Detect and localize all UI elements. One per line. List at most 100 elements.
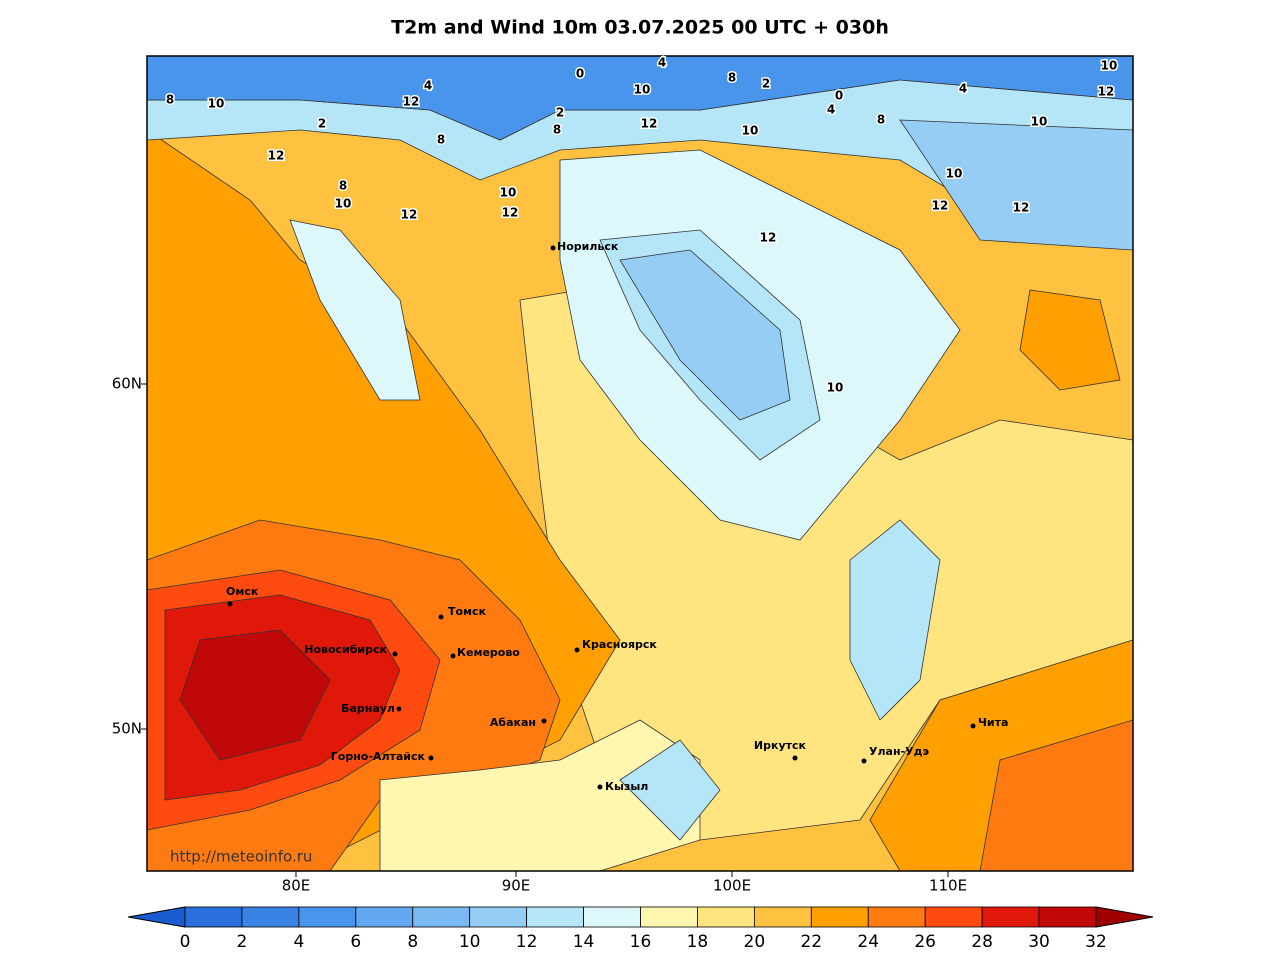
contour-label: 2 <box>762 77 770 91</box>
colorbar-label: 8 <box>407 932 418 952</box>
city-label: Омск <box>226 585 259 598</box>
city-label: Томск <box>448 605 487 618</box>
colorbar-label: 0 <box>180 932 191 952</box>
city-dot <box>792 755 798 761</box>
contour-label: 12 <box>641 117 658 131</box>
city-label: Норильск <box>557 240 619 253</box>
city-dot <box>396 706 402 712</box>
contour-label: 10 <box>1031 115 1048 129</box>
city-dot <box>597 784 603 790</box>
city-label: Кызыл <box>605 780 648 793</box>
contour-label: 10 <box>500 186 517 200</box>
city-label: Иркутск <box>754 739 807 752</box>
colorbar-label: 26 <box>914 932 936 952</box>
lon-label: 100E <box>713 877 751 895</box>
contour-label: 12 <box>1013 201 1030 215</box>
contour-label: 10 <box>827 381 844 395</box>
contour-label: 10 <box>946 167 963 181</box>
contour-label: 4 <box>424 79 432 93</box>
city-dot <box>970 723 976 729</box>
colorbar-box <box>469 906 528 928</box>
map-frame <box>146 55 1134 872</box>
colorbar-box <box>241 906 300 928</box>
contour-label: 4 <box>959 82 967 96</box>
city-label: Горно-Алтайск <box>331 750 426 763</box>
colorbar-label: 4 <box>293 932 304 952</box>
colorbar-box <box>697 906 755 928</box>
contour-label: 4 <box>827 103 835 117</box>
contour-label: 10 <box>335 197 352 211</box>
lat-label: 50N <box>112 720 142 738</box>
colorbar-label: 28 <box>971 932 993 952</box>
city-label: Улан-Удэ <box>869 745 929 758</box>
contour-label: 12 <box>760 231 777 245</box>
city-dot <box>861 758 867 764</box>
colorbar-label: 2 <box>237 932 248 952</box>
city-dot <box>227 601 233 607</box>
contour-label: 8 <box>339 179 347 193</box>
colorbar-label: 30 <box>1028 932 1050 952</box>
lon-label: 90E <box>502 877 531 895</box>
colorbar-box <box>867 906 926 928</box>
lon-label: 110E <box>929 877 967 895</box>
colorbar-box <box>184 906 243 928</box>
contour-label: 2 <box>556 106 564 120</box>
contour-label: 0 <box>576 67 584 81</box>
colorbar-box <box>753 906 812 928</box>
colorbar-box <box>1038 906 1097 928</box>
city-label: Новосибирск <box>304 643 387 656</box>
colorbar-label: 10 <box>459 932 481 952</box>
city-label: Красноярск <box>582 638 657 651</box>
colorbar-label: 14 <box>573 932 595 952</box>
watermark: http://meteoinfo.ru <box>170 848 312 866</box>
colorbar-label: 12 <box>516 932 538 952</box>
colorbar-label: 18 <box>687 932 709 952</box>
title: T2m and Wind 10m 03.07.2025 00 UTC + 030… <box>391 17 889 39</box>
colorbar-box <box>583 906 641 928</box>
colorbar-box <box>298 906 357 928</box>
colorbar-box <box>412 906 471 928</box>
lat-label: 60N <box>112 375 142 393</box>
city-dot <box>574 647 580 653</box>
contour-label: 10 <box>1101 59 1118 73</box>
colorbar-box <box>526 906 584 928</box>
contour-label: 12 <box>401 208 418 222</box>
colorbar-over <box>1095 906 1154 928</box>
contour-label: 10 <box>742 124 759 138</box>
contour-label: 8 <box>728 71 736 85</box>
colorbar-label: 24 <box>857 932 879 952</box>
contour-label: 12 <box>403 95 420 109</box>
city-dot <box>392 651 398 657</box>
contour-label: 8 <box>166 93 174 107</box>
colorbar-label: 16 <box>630 932 652 952</box>
lon-label: 80E <box>282 877 311 895</box>
colorbar-label: 6 <box>350 932 361 952</box>
colorbar-label: 32 <box>1085 932 1107 952</box>
contour-label: 4 <box>658 56 666 70</box>
contour-label: 8 <box>877 113 885 127</box>
colorbar-box <box>640 906 698 928</box>
contour-label: 12 <box>502 206 519 220</box>
city-dot <box>438 614 444 620</box>
contour-label: 0 <box>835 89 843 103</box>
colorbar-box <box>355 906 414 928</box>
contour-label: 8 <box>553 123 561 137</box>
contour-label: 10 <box>634 83 651 97</box>
contour-label: 12 <box>268 149 285 163</box>
city-dot <box>550 245 556 251</box>
city-label: Барнаул <box>341 702 395 715</box>
colorbar-under <box>127 906 186 928</box>
colorbar-box <box>810 906 869 928</box>
colorbar-label: 20 <box>744 932 766 952</box>
contour-label: 10 <box>208 97 225 111</box>
city-label: Чита <box>978 716 1008 729</box>
city-dot <box>541 718 547 724</box>
contour-label: 12 <box>1098 85 1115 99</box>
contour-label: 12 <box>932 199 949 213</box>
colorbar-box <box>924 906 983 928</box>
colorbar-box <box>981 906 1040 928</box>
contour-label: 8 <box>437 133 445 147</box>
city-dot <box>428 755 434 761</box>
temperature-field <box>147 56 1133 871</box>
